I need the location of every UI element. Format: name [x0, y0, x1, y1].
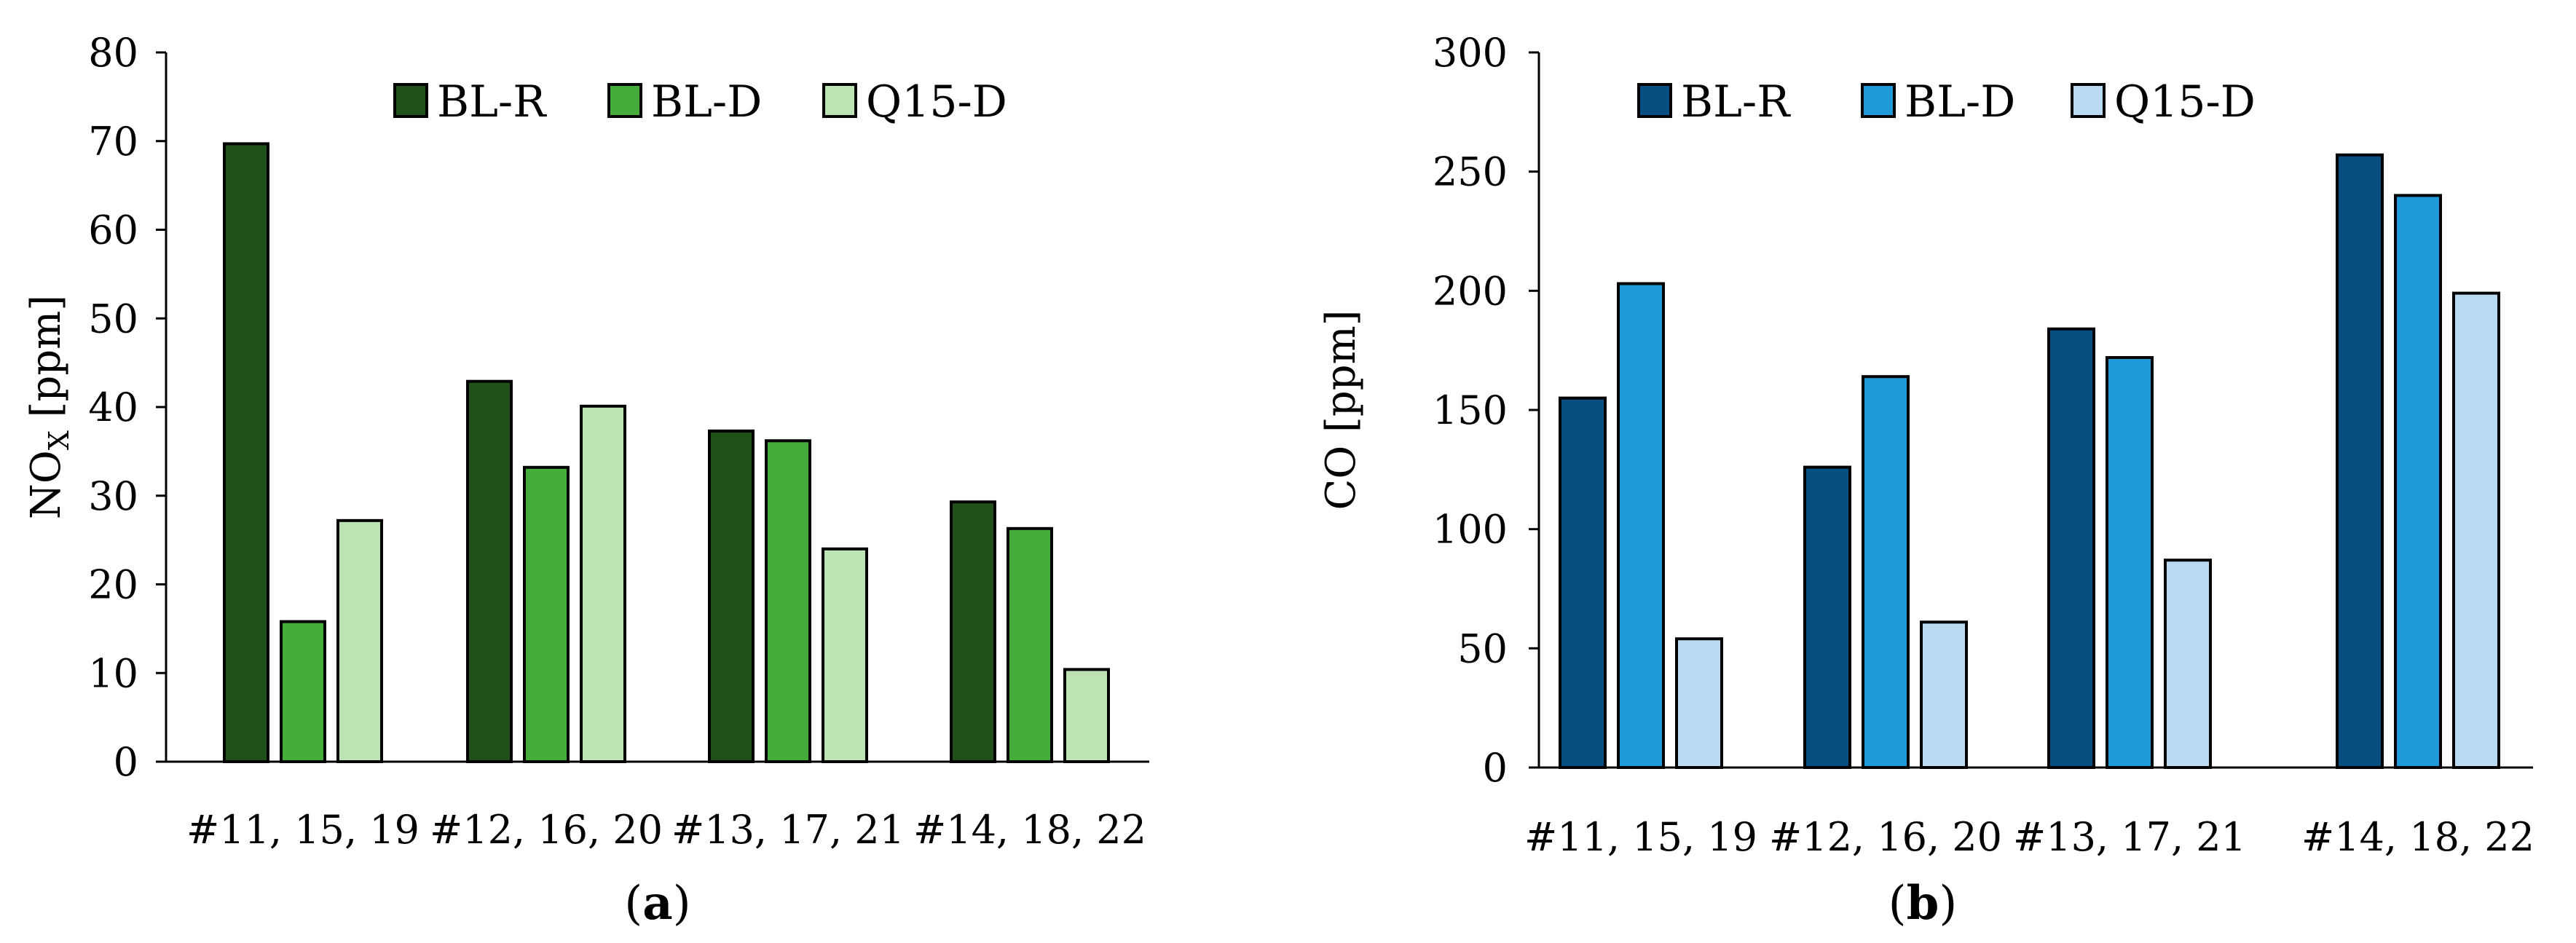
bar-bl-r-3 [2047, 327, 2095, 769]
bar-q15-d-1 [336, 518, 383, 764]
category-label: #11, 15, 19 [186, 807, 420, 853]
bar-bl-r-1 [1559, 396, 1607, 770]
bar-q15-d-3 [822, 547, 868, 763]
y-tick-label: 150 [1433, 387, 1508, 433]
category-label: #12, 16, 20 [1769, 814, 2002, 860]
y-tick-label: 100 [1433, 507, 1508, 553]
bar-bl-d-2 [1862, 375, 1910, 769]
y-tick-label: 0 [114, 739, 138, 785]
bar-bl-d-3 [2106, 355, 2154, 769]
bar-bl-r-4 [950, 500, 996, 764]
y-axis-label: NOX [ppm] [23, 295, 75, 519]
legend-label-bl-r: BL-R [437, 76, 547, 127]
category-label: #13, 17, 21 [671, 807, 905, 853]
bar-q15-d-3 [2164, 559, 2212, 769]
bar-bl-d-1 [1617, 282, 1665, 770]
legend-label-bl-r: BL-R [1681, 76, 1791, 127]
y-tick-label: 50 [1457, 626, 1508, 671]
category-label: #11, 15, 19 [1524, 814, 1757, 860]
y-tick-label: 70 [88, 119, 138, 165]
panel-label: (b) [1888, 876, 1958, 931]
legend-label-q15-d: Q15-D [866, 76, 1007, 127]
y-tick-label: 250 [1433, 149, 1508, 195]
bar-q15-d-2 [580, 404, 626, 763]
y-tick-label: 0 [1483, 745, 1508, 791]
bar-bl-d-4 [1007, 526, 1053, 763]
bar-q15-d-1 [1675, 637, 1723, 769]
bar-bl-r-2 [466, 379, 513, 763]
legend-swatch-bl-r [393, 83, 428, 118]
y-tick-label: 200 [1433, 268, 1508, 314]
bar-bl-d-4 [2394, 194, 2442, 769]
bar-bl-d-3 [765, 439, 811, 763]
y-tick-label: 10 [88, 650, 138, 696]
legend-label-bl-d: BL-D [1905, 76, 2015, 127]
bar-bl-r-2 [1803, 465, 1851, 769]
y-tick-label: 300 [1433, 30, 1508, 76]
legend-swatch-bl-d [1861, 83, 1896, 118]
bar-q15-d-4 [1063, 668, 1110, 764]
chart-panel-b: 0 50 100 150 200 250 300 #11, 15, 19 #12, 16, 20… [1317, 30, 2534, 931]
y-tick-label: 40 [88, 384, 138, 430]
y-tick-label: 50 [88, 296, 138, 342]
y-tick-label: 20 [88, 562, 138, 608]
y-tick-label: 80 [88, 30, 138, 76]
bar-bl-d-1 [280, 620, 326, 764]
bar-bl-r-3 [708, 429, 755, 763]
category-label: #12, 16, 20 [430, 807, 663, 853]
legend-swatch-q15-d [822, 83, 857, 118]
bar-bl-r-4 [2336, 153, 2384, 769]
category-label: #14, 18, 22 [2301, 814, 2534, 860]
legend-label-bl-d: BL-D [651, 76, 762, 127]
bar-bl-d-2 [523, 465, 570, 763]
bar-bl-r-1 [223, 142, 269, 763]
category-label: #14, 18, 22 [913, 807, 1146, 853]
bar-q15-d-2 [1920, 620, 1968, 769]
legend-swatch-q15-d [2071, 83, 2106, 118]
legend-swatch-bl-r [1637, 83, 1672, 118]
y-tick-label: 30 [88, 473, 138, 519]
legend-swatch-bl-d [607, 83, 642, 118]
bar-q15-d-4 [2452, 291, 2500, 769]
category-label: #13, 17, 21 [2013, 814, 2246, 860]
legend-label-q15-d: Q15-D [2114, 76, 2256, 127]
panel-label: (a) [624, 876, 690, 931]
y-axis-label: CO [ppm] [1317, 309, 1365, 510]
y-tick-label: 60 [88, 208, 138, 253]
